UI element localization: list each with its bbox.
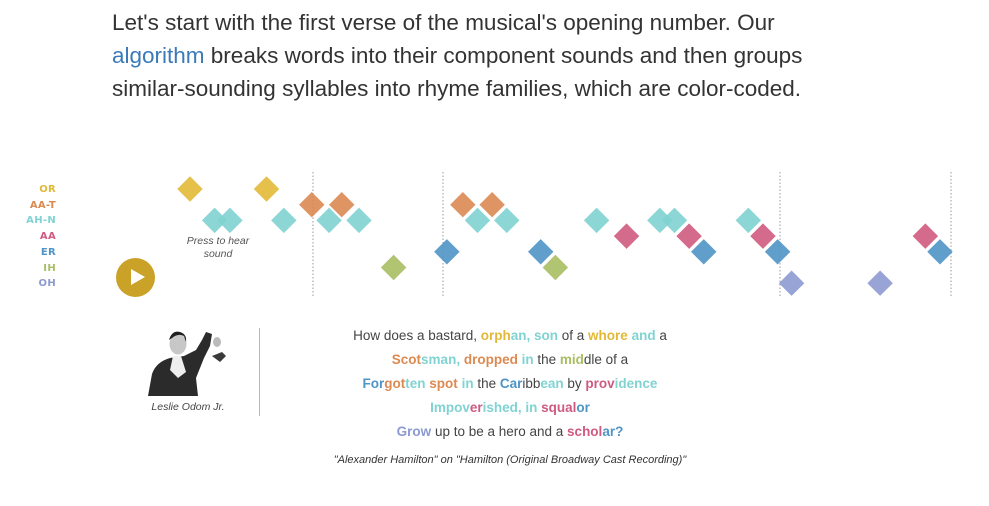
syllable-diamond xyxy=(299,191,325,218)
rhyme-family-label: ER xyxy=(40,246,56,258)
lyric-text: the xyxy=(473,376,500,391)
syllable-diamond xyxy=(750,223,776,249)
rhyme-syllable: For xyxy=(362,376,385,391)
syllable-diamond xyxy=(583,207,610,234)
lyric-line: Grow up to be a hero and a scholar? xyxy=(300,420,720,444)
lyric-text: of a xyxy=(558,328,589,343)
lyric-text: ibb xyxy=(522,376,541,391)
syllable-diamond xyxy=(778,270,805,296)
intro-paragraph: Let's start with the first verse of the … xyxy=(112,6,872,105)
syllable-diamond xyxy=(329,191,355,218)
rhyme-family-label: AA xyxy=(39,231,56,243)
syllable-diamond xyxy=(316,207,342,234)
song-credit: "Alexander Hamilton" on "Hamilton (Origi… xyxy=(333,454,687,466)
lyric-text: a xyxy=(655,328,667,343)
rhyme-syllable: idence xyxy=(614,376,658,391)
syllable-diamond xyxy=(927,239,953,265)
lyric-text: How does a bastard, xyxy=(353,328,481,343)
rhyme-syllable: in xyxy=(461,376,474,391)
rhyme-syllable: squal xyxy=(541,400,577,415)
syllable-diamond xyxy=(217,207,243,234)
syllable-diamond xyxy=(867,270,893,296)
rhyme-syllable: Grow xyxy=(396,424,432,439)
lyric-text: up to be a hero and a xyxy=(431,424,568,439)
rhyme-syllable: in xyxy=(521,352,534,367)
syllable-diamond xyxy=(253,176,280,202)
performer-divider xyxy=(259,328,260,416)
syllable-diamond xyxy=(380,254,407,281)
lyric-line: How does a bastard, orphan, son of a who… xyxy=(300,324,720,348)
rhyme-syllable: schol xyxy=(567,424,603,439)
syllable-diamond xyxy=(661,207,688,234)
intro-text-after: breaks words into their component sounds… xyxy=(112,43,803,101)
performer-name: Leslie Odom Jr. xyxy=(151,401,225,413)
syllable-diamond xyxy=(676,223,702,249)
lyric-line: Impoverished, in squalor xyxy=(300,396,720,420)
rhyme-syllable: an, xyxy=(510,328,534,343)
syllable-diamond xyxy=(764,239,791,265)
rhyme-syllable: son xyxy=(534,328,559,343)
rhyme-syllable: mid xyxy=(559,352,584,367)
lyric-text: by xyxy=(563,376,586,391)
rhyme-family-label: OH xyxy=(38,278,56,290)
rhyme-syllable: ished, xyxy=(482,400,522,415)
rhyme-syllable: dropped xyxy=(463,352,518,367)
syllable-diamond xyxy=(691,239,717,265)
rhyme-syllable: orph xyxy=(480,328,511,343)
rhyme-syllable: got xyxy=(384,376,406,391)
rhyme-family-label: OR xyxy=(39,184,56,195)
rhyme-syllable: in xyxy=(525,400,538,415)
lyrics-block: How does a bastard, orphan, son of a who… xyxy=(300,324,720,444)
rhyme-syllable: whore xyxy=(588,328,628,343)
performer-photo xyxy=(148,331,226,396)
lyric-text: dle of a xyxy=(583,352,629,367)
syllable-diamond xyxy=(542,254,569,281)
syllable-diamond xyxy=(613,223,640,249)
syllable-diamond xyxy=(527,239,554,265)
lyric-text: the xyxy=(533,352,560,367)
rhyme-syllable: er xyxy=(469,400,483,415)
rhyme-syllable: ean xyxy=(540,376,564,391)
syllable-diamond xyxy=(464,207,491,234)
syllable-diamond xyxy=(912,223,939,249)
play-button[interactable] xyxy=(116,258,155,297)
syllable-diamond xyxy=(647,207,673,234)
rhyme-family-label: IH xyxy=(43,262,56,274)
rhyme-syllable: ten xyxy=(405,376,426,391)
syllable-diamond xyxy=(735,207,762,234)
rhyme-timeline xyxy=(177,172,953,298)
syllable-diamond xyxy=(346,207,372,234)
syllable-diamond xyxy=(271,207,297,234)
rhyme-family-label: AA-T xyxy=(29,199,56,211)
rhyme-syllable: sman, xyxy=(421,352,461,367)
rhyme-syllable: prov xyxy=(585,376,615,391)
rhyme-syllable: or xyxy=(576,400,590,415)
rhyme-syllable: ar? xyxy=(602,424,624,439)
rhyme-syllable: Impov xyxy=(430,400,470,415)
intro-text-before: Let's start with the first verse of the … xyxy=(112,10,775,35)
syllable-diamond xyxy=(479,191,505,218)
rhyme-family-label: AH-N xyxy=(26,215,56,227)
syllable-diamond xyxy=(450,191,476,218)
rhyme-syllable: spot xyxy=(429,376,458,391)
syllable-diamond xyxy=(177,176,203,202)
rhyme-syllable: Car xyxy=(499,376,523,391)
lyric-line: Forgotten spot in the Caribbean by provi… xyxy=(300,372,720,396)
rhyme-syllable: Scot xyxy=(391,352,422,367)
rhyme-syllable: and xyxy=(627,328,656,343)
syllable-diamond xyxy=(434,239,460,265)
press-hint: Press to hear sound xyxy=(186,235,250,260)
lyric-line: Scotsman, dropped in the middle of a xyxy=(300,348,720,372)
play-icon xyxy=(131,269,145,285)
algorithm-link[interactable]: algorithm xyxy=(112,43,205,68)
